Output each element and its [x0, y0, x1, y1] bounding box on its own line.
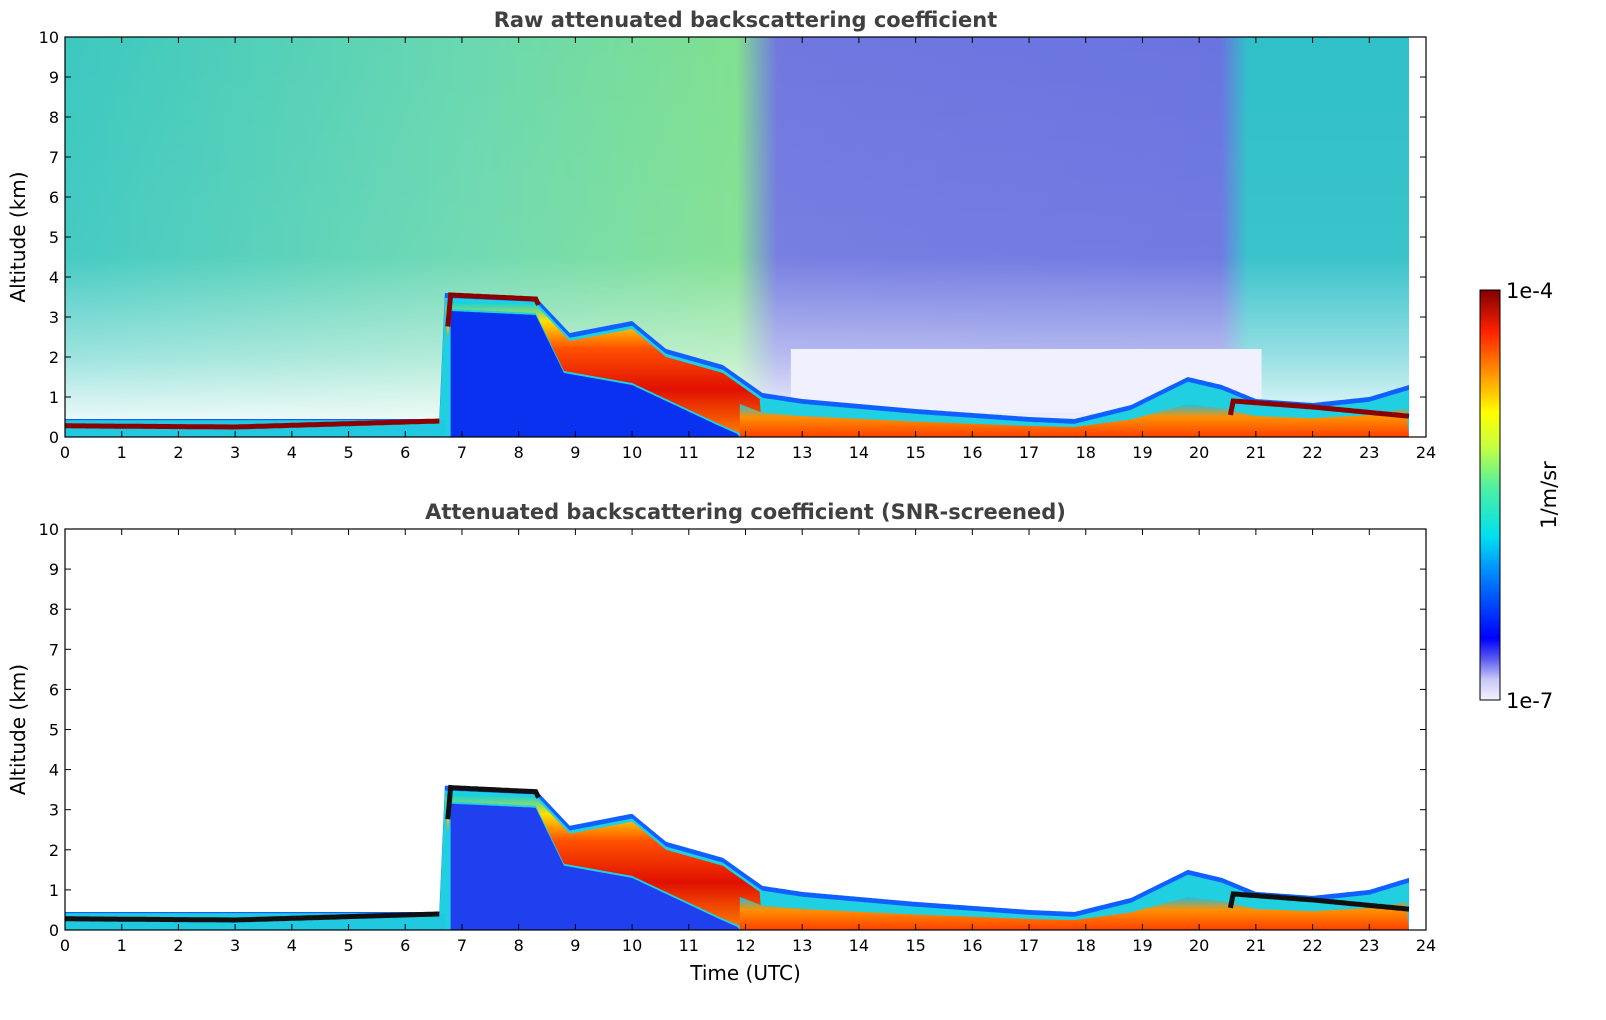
x-tick-label: 24: [1416, 936, 1436, 955]
y-tick-label: 7: [49, 640, 59, 659]
x-tick-label: 4: [287, 936, 297, 955]
axes-frame: [64, 528, 1427, 931]
y-tick-label: 4: [49, 268, 59, 287]
backscatter-field: [65, 37, 1410, 437]
x-tick-label: 5: [343, 443, 353, 462]
x-tick-label: 14: [849, 936, 869, 955]
panel-title: Raw attenuated backscattering coefficien…: [494, 8, 998, 32]
x-tick-label: 15: [905, 936, 925, 955]
colorbar-gradient: [1479, 289, 1501, 701]
boundary-layer: [739, 896, 1409, 930]
lower-attenuated-region: [450, 803, 740, 930]
x-tick-label: 0: [60, 443, 70, 462]
x-tick-label: 5: [343, 936, 353, 955]
y-tick-label: 4: [49, 761, 59, 780]
x-tick-label: 2: [173, 443, 183, 462]
y-tick-label: 2: [49, 348, 59, 367]
y-tick-label: 2: [49, 841, 59, 860]
y-tick-label: 8: [49, 108, 59, 127]
y-tick-label: 1: [49, 388, 59, 407]
y-tick-label: 5: [49, 228, 59, 247]
colorbar-min-label: 1e-7: [1506, 689, 1553, 713]
x-tick-label: 17: [1019, 936, 1039, 955]
x-tick-label: 17: [1019, 443, 1039, 462]
x-tick-label: 24: [1416, 443, 1436, 462]
x-tick-label: 18: [1076, 443, 1096, 462]
y-axis-label: Altitude (km): [6, 171, 30, 302]
colorbar-max-label: 1e-4: [1506, 279, 1553, 303]
colorbar: 1e-4 1e-7 1/m/sr: [1479, 279, 1561, 713]
y-tick-label: 5: [49, 721, 59, 740]
residual-layer: [444, 793, 763, 930]
y-tick-label: 10: [39, 520, 59, 539]
x-tick-label: 6: [400, 936, 410, 955]
x-tick-label: 21: [1246, 443, 1266, 462]
y-tick-label: 6: [49, 188, 59, 207]
x-tick-label: 13: [792, 443, 812, 462]
x-tick-label: 13: [792, 936, 812, 955]
y-tick-label: 0: [49, 428, 59, 447]
residual-layer: [444, 301, 763, 437]
y-tick-label: 1: [49, 881, 59, 900]
x-tick-label: 9: [570, 443, 580, 462]
y-tick-label: 6: [49, 680, 59, 699]
x-tick-label: 18: [1076, 936, 1096, 955]
x-tick-label: 22: [1302, 936, 1322, 955]
y-tick-label: 0: [49, 921, 59, 940]
x-tick-label: 14: [849, 443, 869, 462]
x-tick-label: 23: [1359, 443, 1379, 462]
x-tick-label: 21: [1246, 936, 1266, 955]
x-tick-label: 8: [514, 936, 524, 955]
x-tick-label: 3: [230, 936, 240, 955]
x-tick-label: 19: [1132, 936, 1152, 955]
x-tick-label: 7: [457, 443, 467, 462]
y-axis-label: Altitude (km): [6, 664, 30, 795]
snr-screened-backscatter-panel: Attenuated backscattering coefficient (S…: [6, 500, 1436, 985]
x-tick-label: 10: [622, 936, 642, 955]
x-tick-label: 4: [287, 443, 297, 462]
x-tick-label: 22: [1302, 443, 1322, 462]
x-tick-label: 23: [1359, 936, 1379, 955]
x-tick-label: 11: [679, 443, 699, 462]
x-axis-label: Time (UTC): [689, 961, 801, 985]
y-tick-label: 10: [39, 28, 59, 47]
x-tick-label: 20: [1189, 443, 1209, 462]
y-tick-label: 9: [49, 560, 59, 579]
x-tick-label: 8: [514, 443, 524, 462]
x-tick-label: 16: [962, 936, 982, 955]
y-tick-label: 8: [49, 600, 59, 619]
backscatter-field: [65, 784, 1410, 930]
y-tick-label: 3: [49, 308, 59, 327]
x-tick-label: 12: [735, 443, 755, 462]
x-tick-label: 7: [457, 936, 467, 955]
y-tick-label: 9: [49, 68, 59, 87]
peak-backscatter-line: [65, 292, 1410, 430]
x-tick-label: 11: [679, 936, 699, 955]
lower-attenuated-region: [450, 311, 740, 437]
raw-backscatter-panel: Raw attenuated backscattering coefficien…: [6, 8, 1436, 462]
y-tick-label: 3: [49, 801, 59, 820]
peak-backscatter-line: [65, 784, 1410, 923]
panel-title: Attenuated backscattering coefficient (S…: [425, 500, 1066, 524]
x-tick-label: 15: [905, 443, 925, 462]
x-tick-label: 0: [60, 936, 70, 955]
x-tick-label: 16: [962, 443, 982, 462]
x-tick-label: 2: [173, 936, 183, 955]
x-tick-label: 1: [117, 936, 127, 955]
x-tick-label: 10: [622, 443, 642, 462]
x-tick-label: 1: [117, 443, 127, 462]
x-tick-label: 6: [400, 443, 410, 462]
x-tick-label: 9: [570, 936, 580, 955]
x-tick-label: 19: [1132, 443, 1152, 462]
boundary-layer: [739, 404, 1409, 437]
x-tick-label: 20: [1189, 936, 1209, 955]
colorbar-units-label: 1/m/sr: [1537, 461, 1561, 529]
x-tick-label: 3: [230, 443, 240, 462]
x-tick-label: 12: [735, 936, 755, 955]
y-tick-label: 7: [49, 148, 59, 167]
